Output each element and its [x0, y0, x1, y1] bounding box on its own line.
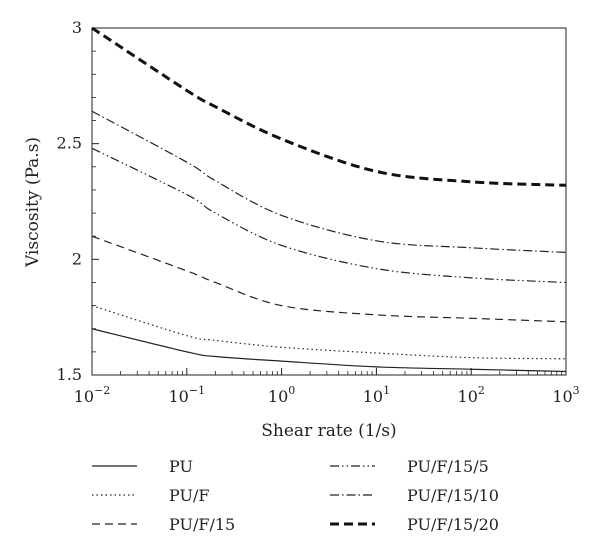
- legend-label: PU/F/15/10: [407, 486, 499, 505]
- series-line: [91, 26, 567, 187]
- x-tick-label: 10−2: [74, 384, 111, 406]
- y-tick-label: 2: [72, 249, 82, 268]
- y-axis-title: Viscosity (Pa.s): [23, 137, 43, 268]
- legend-label: PU/F/15/5: [407, 457, 489, 476]
- x-tick-label: 102: [458, 384, 485, 406]
- legend: PU PU/F PU/F/15 PU/F/15/5 PU/F/15/10 PU/F/15/…: [92, 457, 499, 534]
- x-tick-label: 103: [552, 384, 579, 406]
- x-tick-label: 100: [268, 384, 295, 406]
- series-line: [91, 147, 567, 284]
- y-tick-label: 1.5: [57, 365, 82, 384]
- x-axis-title: Shear rate (1/s): [261, 421, 396, 441]
- x-tick-label: 101: [363, 384, 390, 406]
- legend-label: PU: [169, 457, 193, 476]
- legend-label: PU/F/15: [169, 515, 235, 534]
- y-axis-ticks: 1.5 2 2.5 3: [57, 18, 99, 384]
- series-line: [91, 328, 567, 373]
- y-tick-label: 2.5: [57, 134, 82, 153]
- plot-frame: [91, 27, 567, 376]
- series-line: [91, 110, 567, 253]
- x-tick-label: 10−1: [169, 384, 206, 406]
- series-lines: [91, 26, 567, 373]
- series-line: [91, 305, 567, 360]
- series-line: [91, 235, 567, 323]
- x-axis-ticks: 10−2 10−1 100 101 102 103: [74, 368, 580, 406]
- legend-label: PU/F: [169, 486, 209, 505]
- y-tick-label: 3: [72, 18, 82, 37]
- legend-label: PU/F/15/20: [407, 515, 499, 534]
